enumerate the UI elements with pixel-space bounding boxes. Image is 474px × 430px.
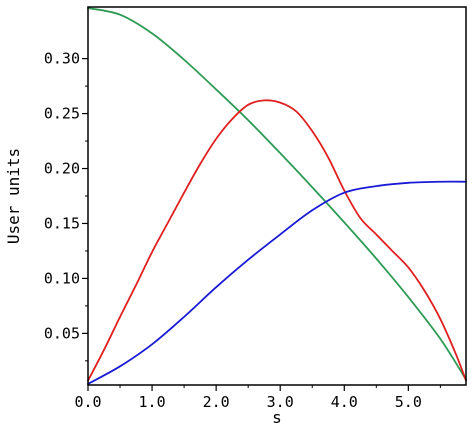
x-tick-label: 4.0 xyxy=(331,393,358,411)
x-tick-label: 1.0 xyxy=(139,393,166,411)
x-axis: 0.0 1.0 2.0 3.0 4.0 5.0 xyxy=(74,385,441,411)
y-tick-label: 0.05 xyxy=(44,324,80,342)
y-tick-label: 0.30 xyxy=(44,50,80,68)
y-axis-title: User units xyxy=(4,148,23,244)
y-axis: 0.05 0.10 0.15 0.20 0.25 0.30 xyxy=(44,50,88,362)
series-line-3 xyxy=(87,180,467,385)
x-tick-label: 0.0 xyxy=(74,393,101,411)
x-tick-label: 2.0 xyxy=(203,393,230,411)
x-axis-title: s xyxy=(272,408,282,427)
y-tick-label: 0.15 xyxy=(44,214,80,232)
x-tick-label: 3.0 xyxy=(267,393,294,411)
plot-frame xyxy=(87,6,467,386)
series-line-2 xyxy=(87,99,467,382)
series-layer xyxy=(87,7,467,385)
y-tick-label: 0.20 xyxy=(44,160,80,178)
y-tick-label: 0.10 xyxy=(44,269,80,287)
x-tick-label: 5.0 xyxy=(395,393,422,411)
y-tick-label: 0.25 xyxy=(44,105,80,123)
series-line-1 xyxy=(87,7,467,381)
